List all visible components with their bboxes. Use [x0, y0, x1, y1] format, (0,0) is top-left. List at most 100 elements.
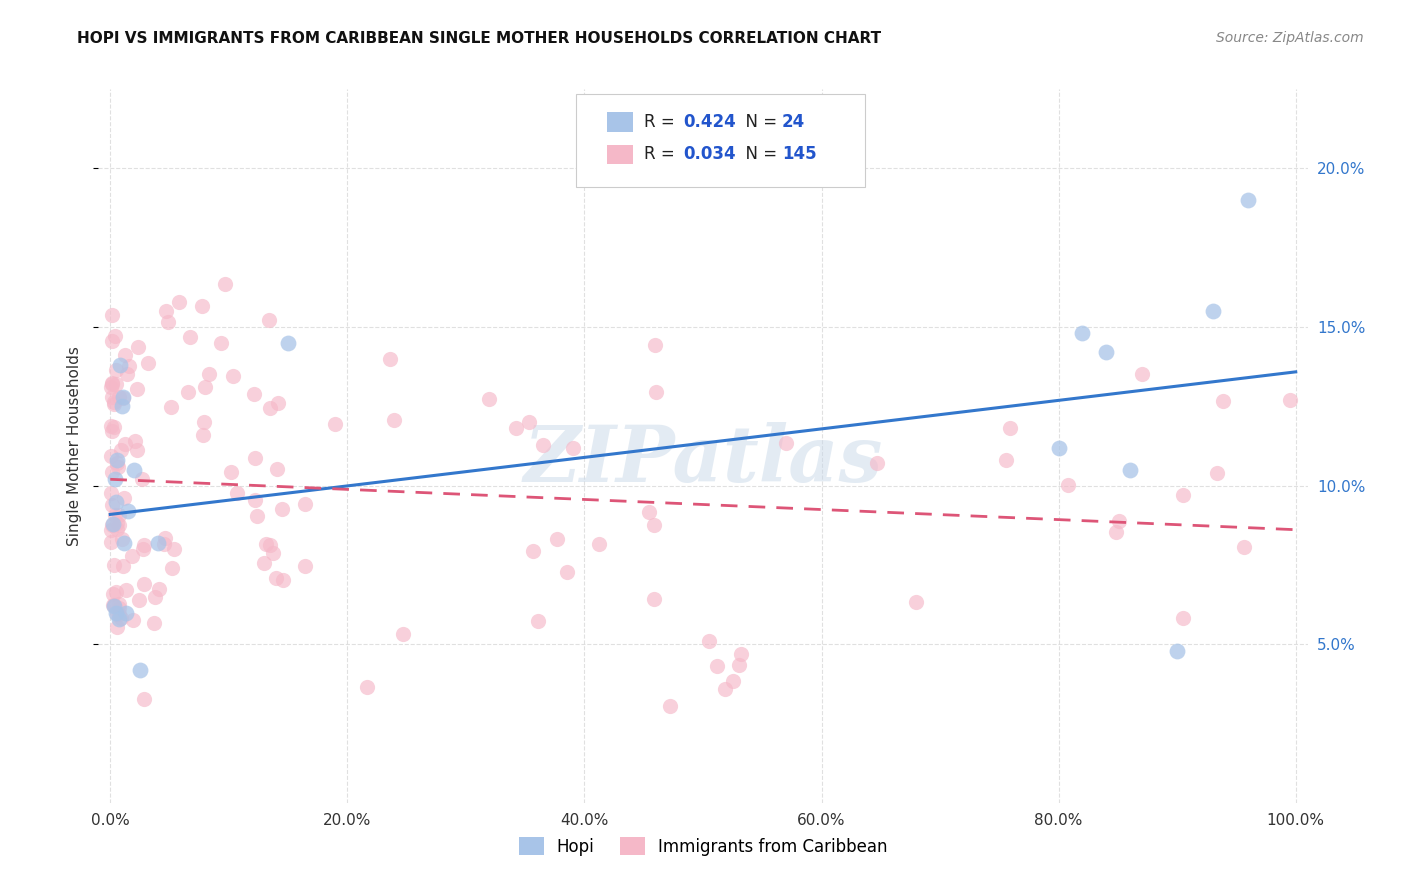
Point: [114, 436, 136, 450]
Point: [194, 380, 217, 394]
Point: [259, 401, 281, 415]
Point: [114, 606, 136, 620]
Point: [101, 334, 124, 348]
Point: [209, 336, 232, 351]
Point: [222, 369, 245, 384]
Point: [198, 368, 221, 382]
Point: [167, 294, 190, 309]
Point: [103, 599, 125, 614]
Point: [160, 401, 183, 415]
Point: [267, 396, 290, 410]
Point: [125, 382, 148, 396]
Point: [103, 395, 125, 409]
Point: [1173, 488, 1195, 502]
Point: [522, 544, 544, 558]
Point: [125, 442, 148, 457]
Point: [103, 419, 125, 434]
Y-axis label: Single Mother Households: Single Mother Households: [67, 346, 83, 546]
Text: 24: 24: [782, 113, 806, 131]
Point: [104, 376, 127, 391]
Point: [264, 571, 287, 585]
Point: [179, 330, 201, 344]
Point: [323, 417, 346, 431]
Point: [100, 380, 122, 394]
Point: [253, 556, 276, 570]
Point: [177, 384, 200, 399]
Point: [163, 542, 186, 557]
Point: [112, 491, 135, 506]
Point: [153, 537, 176, 551]
Point: [101, 376, 124, 391]
Point: [108, 607, 131, 621]
Point: [226, 486, 249, 500]
Point: [105, 522, 128, 536]
Point: [127, 340, 149, 354]
Point: [129, 663, 152, 677]
Point: [219, 465, 242, 479]
Point: [1237, 193, 1260, 207]
Point: [131, 472, 153, 486]
Point: [714, 681, 737, 696]
Point: [1119, 463, 1142, 477]
Point: [101, 598, 124, 612]
Point: [132, 576, 155, 591]
Point: [145, 590, 167, 604]
Text: N =: N =: [735, 145, 783, 163]
Text: HOPI VS IMMIGRANTS FROM CARIBBEAN SINGLE MOTHER HOUSEHOLDS CORRELATION CHART: HOPI VS IMMIGRANTS FROM CARIBBEAN SINGLE…: [77, 31, 882, 46]
Point: [1278, 393, 1301, 408]
Point: [100, 485, 122, 500]
Point: [107, 460, 129, 475]
Text: 145: 145: [782, 145, 817, 163]
Legend: Hopi, Immigrants from Caribbean: Hopi, Immigrants from Caribbean: [512, 830, 894, 863]
Point: [108, 358, 131, 372]
Text: R =: R =: [644, 145, 681, 163]
Point: [294, 497, 316, 511]
Point: [384, 413, 406, 427]
Point: [148, 582, 170, 596]
Point: [100, 465, 122, 479]
Point: [121, 549, 143, 563]
Point: [1171, 611, 1194, 625]
Point: [193, 415, 215, 429]
Point: [730, 648, 752, 662]
Point: [866, 456, 889, 470]
Point: [101, 518, 124, 533]
Point: [246, 509, 269, 524]
Point: [105, 584, 128, 599]
Point: [1056, 478, 1078, 492]
Point: [101, 516, 124, 531]
Point: [775, 435, 797, 450]
Point: [114, 348, 136, 362]
Point: [104, 472, 127, 486]
Point: [118, 359, 141, 373]
Point: [658, 698, 681, 713]
Point: [517, 415, 540, 429]
Point: [243, 493, 266, 508]
Point: [266, 462, 288, 476]
Point: [254, 537, 277, 551]
Point: [100, 449, 122, 463]
Point: [107, 601, 129, 615]
Point: [108, 518, 131, 533]
Point: [478, 392, 501, 407]
Point: [638, 505, 661, 519]
Point: [101, 309, 124, 323]
Point: [108, 597, 131, 611]
Point: [103, 558, 125, 573]
Point: [111, 559, 134, 574]
Point: [259, 539, 281, 553]
Point: [101, 424, 124, 438]
Point: [115, 367, 138, 381]
Point: [505, 421, 527, 435]
Point: [262, 546, 284, 560]
Point: [706, 659, 728, 673]
Point: [122, 463, 145, 477]
Point: [697, 634, 720, 648]
Point: [100, 419, 122, 434]
Point: [105, 606, 128, 620]
Point: [128, 593, 150, 607]
Point: [243, 450, 266, 465]
Point: [294, 559, 316, 574]
Point: [108, 508, 131, 523]
Text: 0.424: 0.424: [683, 113, 737, 131]
